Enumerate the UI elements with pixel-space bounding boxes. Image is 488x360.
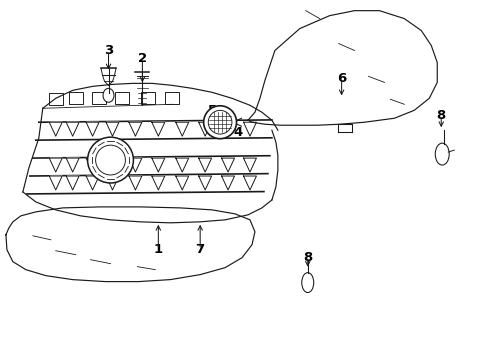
Polygon shape (49, 158, 62, 172)
Polygon shape (152, 122, 164, 136)
Polygon shape (49, 122, 62, 136)
Text: 5: 5 (207, 104, 216, 117)
Text: 8: 8 (436, 109, 445, 122)
Polygon shape (106, 176, 119, 190)
Polygon shape (221, 176, 234, 190)
Polygon shape (106, 122, 119, 136)
Text: 2: 2 (138, 52, 147, 65)
Polygon shape (66, 122, 79, 136)
Polygon shape (86, 176, 99, 190)
Text: 3: 3 (103, 44, 113, 57)
Bar (165, 92, 179, 104)
Polygon shape (243, 122, 256, 136)
Polygon shape (152, 176, 164, 190)
Polygon shape (49, 176, 62, 190)
Bar (49, 93, 62, 104)
Polygon shape (198, 176, 211, 190)
Ellipse shape (434, 143, 448, 165)
Polygon shape (129, 158, 142, 172)
Polygon shape (129, 122, 142, 136)
Text: 8: 8 (303, 251, 312, 264)
Polygon shape (86, 122, 99, 136)
Polygon shape (175, 176, 188, 190)
Circle shape (208, 111, 231, 134)
Bar (141, 92, 155, 104)
Polygon shape (152, 158, 164, 172)
Polygon shape (175, 122, 188, 136)
Text: 4: 4 (233, 126, 242, 139)
Polygon shape (221, 158, 234, 172)
Ellipse shape (103, 88, 114, 102)
Text: 6: 6 (336, 72, 346, 85)
Polygon shape (86, 158, 99, 172)
Circle shape (203, 106, 236, 139)
Bar (68, 93, 82, 104)
Polygon shape (66, 176, 79, 190)
Bar (91, 93, 105, 104)
Polygon shape (129, 176, 142, 190)
Polygon shape (175, 158, 188, 172)
Polygon shape (106, 158, 119, 172)
Text: 7: 7 (195, 243, 204, 256)
Polygon shape (198, 158, 211, 172)
Ellipse shape (301, 273, 313, 293)
Polygon shape (198, 122, 211, 136)
Circle shape (87, 137, 133, 183)
Bar (115, 92, 129, 104)
Polygon shape (66, 158, 79, 172)
Polygon shape (243, 158, 256, 172)
Text: 1: 1 (153, 243, 163, 256)
Polygon shape (243, 176, 256, 190)
Polygon shape (221, 122, 234, 136)
